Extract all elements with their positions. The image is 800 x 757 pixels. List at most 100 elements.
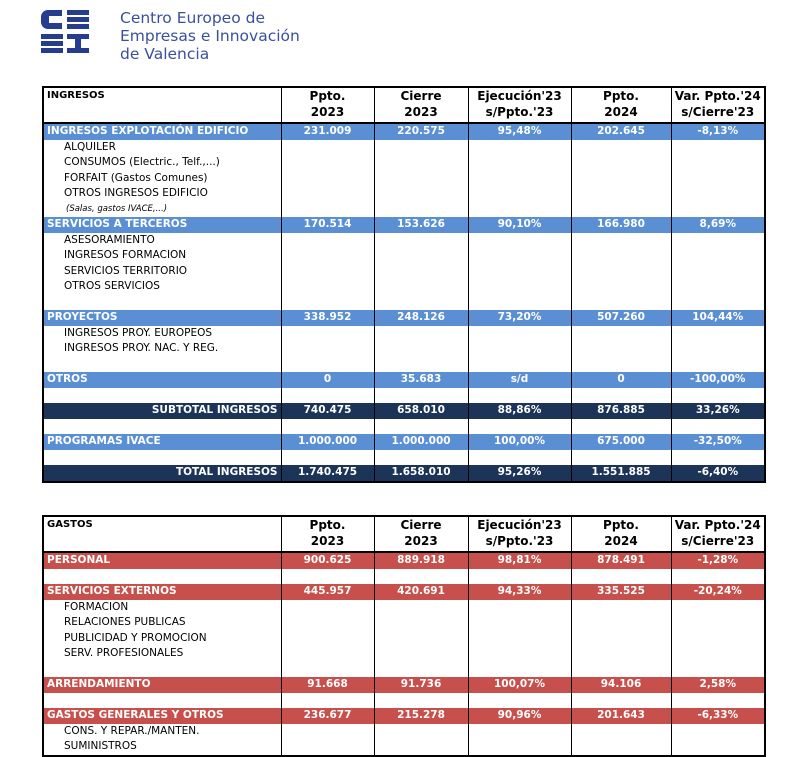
value-cell: -100,00% (670, 372, 766, 388)
blank-row (42, 294, 766, 310)
column-header-line: Ppto. (603, 518, 639, 532)
value-cell: 675.000 (570, 434, 672, 450)
empty-cell (467, 615, 572, 631)
empty-cell (670, 661, 766, 677)
item-row: INGRESOS PROY. NAC. Y REG. (42, 341, 766, 357)
empty-cell (467, 692, 572, 708)
value-cell: 338.952 (280, 310, 375, 326)
empty-cell (670, 201, 766, 217)
empty-cell (280, 155, 375, 171)
value-cell: 889.918 (373, 552, 469, 569)
row-label: ARRENDAMIENTO (42, 677, 282, 693)
section-row: GASTOS GENERALES Y OTROS 236.677 215.278 90… (42, 708, 766, 724)
row-label: GASTOS GENERALES Y OTROS (42, 708, 282, 724)
empty-cell (570, 341, 672, 357)
empty-cell (670, 599, 766, 615)
empty-cell (467, 599, 572, 615)
empty-cell (280, 723, 375, 739)
item-row: ASESORAMIENTO (42, 232, 766, 248)
column-header-line: 2023 (310, 105, 345, 119)
item-row: OTROS SERVICIOS (42, 279, 766, 295)
value-cell: 1.740.475 (280, 465, 375, 482)
empty-cell (467, 232, 572, 248)
value-cell: 91.736 (373, 677, 469, 693)
value-cell: 90,96% (467, 708, 572, 724)
empty-cell (280, 646, 375, 662)
empty-cell (670, 186, 766, 202)
row-label: INGRESOS EXPLOTACIÓN EDIFICIO (42, 123, 282, 140)
empty-cell (373, 387, 469, 403)
empty-cell (670, 387, 766, 403)
empty-cell (670, 232, 766, 248)
value-cell: 740.475 (280, 403, 375, 419)
empty-cell (467, 341, 572, 357)
column-header: Ejecución'23 s/Ppto.'23 (467, 87, 572, 124)
section-row: PROYECTOS 338.952 248.126 73,20% 507.260 104,… (42, 310, 766, 326)
value-cell: 507.260 (570, 310, 672, 326)
empty-cell (373, 201, 469, 217)
empty-cell (280, 325, 375, 341)
empty-cell (570, 279, 672, 295)
section-row: ARRENDAMIENTO 91.668 91.736 100,07% 94.106 2,… (42, 677, 766, 693)
empty-cell (670, 449, 766, 465)
row-label: OTROS INGRESOS EDIFICIO (42, 186, 282, 202)
empty-cell (467, 568, 572, 584)
value-cell: 220.575 (373, 123, 469, 140)
header-row: INGRESOS Ppto. 2023 Cierre 2023 Ejecución'23 s… (42, 87, 766, 124)
empty-cell (670, 341, 766, 357)
empty-cell (670, 630, 766, 646)
row-label: OTROS (42, 372, 282, 388)
value-cell: 420.691 (373, 584, 469, 600)
empty-cell (373, 599, 469, 615)
value-cell: 0 (280, 372, 375, 388)
column-header-line: Ejecución'23 (477, 518, 562, 532)
empty-cell (280, 263, 375, 279)
empty-cell (280, 630, 375, 646)
column-header-line: Var. Ppto.'24 (674, 89, 761, 103)
empty-cell (467, 418, 572, 434)
empty-cell (42, 356, 282, 372)
empty-cell (373, 646, 469, 662)
item-row: INGRESOS FORMACION (42, 248, 766, 264)
row-label: PERSONAL (42, 552, 282, 569)
value-cell: 153.626 (373, 217, 469, 233)
table-label: INGRESOS (42, 87, 282, 124)
empty-cell (570, 232, 672, 248)
total-row: TOTAL INGRESOS 1.740.475 1.658.010 95,26% 1.… (42, 465, 766, 482)
item-row: OTROS INGRESOS EDIFICIO (42, 186, 766, 202)
empty-cell (373, 263, 469, 279)
column-header-line: 2023 (404, 534, 438, 548)
row-label: INGRESOS PROY. EUROPEOS (42, 325, 282, 341)
empty-cell (570, 599, 672, 615)
empty-cell (373, 356, 469, 372)
row-label: SERV. PROFESIONALES (42, 646, 282, 662)
empty-cell (467, 630, 572, 646)
empty-cell (280, 418, 375, 434)
empty-cell (280, 186, 375, 202)
value-cell: 95,26% (467, 465, 572, 482)
value-cell: 8,69% (670, 217, 766, 233)
empty-cell (570, 356, 672, 372)
empty-cell (373, 568, 469, 584)
row-label: PUBLICIDAD Y PROMOCION (42, 630, 282, 646)
value-cell: 100,00% (467, 434, 572, 450)
org-line: Centro Europeo de (120, 9, 265, 27)
column-header-line: Ppto. (309, 518, 346, 532)
value-cell: -20,24% (670, 584, 766, 600)
column-header-line: 2023 (310, 534, 345, 548)
empty-cell (670, 646, 766, 662)
value-cell: 100,07% (467, 677, 572, 693)
empty-cell (280, 170, 375, 186)
empty-cell (670, 356, 766, 372)
column-header-line: 2023 (404, 105, 438, 119)
value-cell: 35.683 (373, 372, 469, 388)
blank-row (42, 356, 766, 372)
empty-cell (467, 739, 572, 756)
value-cell: -6,33% (670, 708, 766, 724)
blank-row (42, 418, 766, 434)
value-cell: 91.668 (280, 677, 375, 693)
empty-cell (373, 739, 469, 756)
empty-cell (42, 387, 282, 403)
empty-cell (467, 248, 572, 264)
column-header-line: s/Cierre'23 (681, 105, 755, 119)
